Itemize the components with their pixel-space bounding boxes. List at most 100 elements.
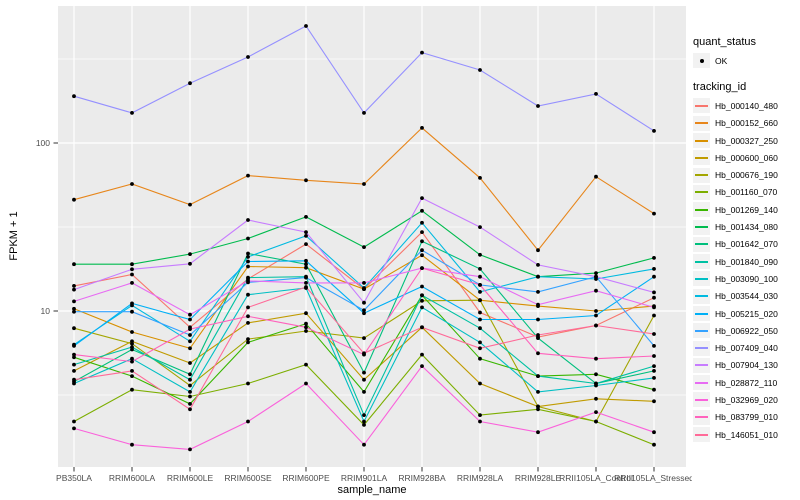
data-point bbox=[652, 295, 656, 300]
data-point bbox=[652, 211, 656, 216]
data-point bbox=[72, 381, 76, 386]
data-point bbox=[72, 299, 76, 304]
x-tick-label: RRIM928LE bbox=[515, 473, 562, 483]
data-point bbox=[130, 387, 134, 392]
data-point bbox=[72, 362, 76, 367]
data-point bbox=[188, 202, 192, 207]
legend-key-box bbox=[693, 271, 710, 287]
legend-key-box bbox=[693, 98, 710, 114]
data-point bbox=[246, 337, 250, 341]
data-point bbox=[478, 381, 482, 386]
data-point bbox=[652, 256, 656, 260]
data-point bbox=[478, 68, 482, 72]
legend-key-box bbox=[693, 427, 710, 443]
legend-tracking-items: Hb_000140_480 Hb_000152_660 Hb_000327_250 H… bbox=[693, 97, 800, 443]
series-points-Hb_007409_040 bbox=[72, 24, 656, 133]
data-point bbox=[130, 309, 134, 314]
line-chart: 10 100 PB350LA RRIM600LA RRIM600LE RRIM600SE R… bbox=[36, 6, 692, 483]
series-points-Hb_146051_010 bbox=[72, 285, 656, 412]
legend-key-line-icon bbox=[695, 174, 708, 177]
data-point bbox=[246, 173, 250, 178]
data-point bbox=[420, 230, 424, 235]
x-tick-label: RRIM600SE bbox=[224, 473, 272, 483]
data-point bbox=[362, 182, 366, 186]
data-point bbox=[130, 111, 134, 115]
legend-item-Hb_000327_250: Hb_000327_250 bbox=[693, 132, 800, 149]
data-point bbox=[652, 442, 656, 447]
legend-item-Hb_000140_480: Hb_000140_480 bbox=[693, 97, 800, 114]
data-point bbox=[652, 354, 656, 358]
data-point bbox=[536, 104, 540, 108]
legend-item-Hb_005215_020: Hb_005215_020 bbox=[693, 305, 800, 322]
data-point bbox=[536, 351, 540, 356]
legend-item-label: Hb_007904_130 bbox=[715, 360, 778, 371]
data-point bbox=[188, 346, 192, 351]
data-point bbox=[420, 325, 424, 330]
legend-key-line-icon bbox=[695, 122, 708, 125]
legend-key-line-icon bbox=[695, 329, 708, 332]
data-point bbox=[246, 251, 250, 256]
data-point bbox=[478, 356, 482, 361]
legend-key-box bbox=[693, 133, 710, 149]
data-point bbox=[188, 261, 192, 266]
legend: quant_status OK tracking_id Hb_000140_48… bbox=[693, 0, 800, 443]
data-point bbox=[420, 50, 424, 55]
x-tick-label: RRIM600PE bbox=[282, 473, 330, 483]
data-point bbox=[304, 265, 308, 270]
data-point bbox=[304, 262, 308, 267]
data-point bbox=[420, 196, 424, 201]
data-point bbox=[188, 81, 192, 86]
data-point bbox=[246, 255, 250, 259]
data-point bbox=[72, 355, 76, 360]
legend-item-Hb_007904_130: Hb_007904_130 bbox=[693, 357, 800, 374]
legend-item-label: Hb_000140_480 bbox=[715, 100, 778, 111]
legend-item-label: Hb_000327_250 bbox=[715, 135, 778, 146]
data-point bbox=[652, 129, 656, 133]
data-point bbox=[188, 339, 192, 344]
x-tick-label: RRIM901LA bbox=[341, 473, 388, 483]
series-points-Hb_032969_020 bbox=[72, 364, 656, 452]
data-point bbox=[246, 236, 250, 241]
series-points-Hb_007904_130 bbox=[72, 196, 656, 305]
data-point bbox=[304, 325, 308, 330]
data-point bbox=[246, 321, 250, 325]
data-point bbox=[362, 336, 366, 340]
legend-item-Hb_000676_190: Hb_000676_190 bbox=[693, 166, 800, 183]
legend-key-box bbox=[693, 202, 710, 218]
y-tick-label: 100 bbox=[36, 138, 50, 148]
data-point bbox=[536, 407, 540, 412]
legend-item-Hb_001840_090: Hb_001840_090 bbox=[693, 253, 800, 270]
data-point bbox=[362, 311, 366, 316]
legend-item-Hb_003544_030: Hb_003544_030 bbox=[693, 288, 800, 305]
data-point bbox=[130, 341, 134, 346]
data-point bbox=[652, 344, 656, 348]
data-point bbox=[188, 394, 192, 399]
data-point bbox=[188, 252, 192, 256]
data-point bbox=[304, 311, 308, 316]
legend-key-line-icon bbox=[695, 347, 708, 350]
data-point bbox=[362, 423, 366, 427]
data-point bbox=[188, 407, 192, 412]
legend-key-box bbox=[693, 219, 710, 235]
data-point bbox=[536, 263, 540, 267]
legend-item-label: Hb_146051_010 bbox=[715, 429, 778, 440]
data-point bbox=[130, 182, 134, 186]
data-point bbox=[130, 374, 134, 378]
legend-key-line-icon bbox=[695, 433, 708, 436]
data-point bbox=[246, 305, 250, 310]
legend-key-line-icon bbox=[695, 381, 708, 384]
y-axis-title: FPKM + 1 bbox=[8, 211, 20, 261]
data-point bbox=[652, 430, 656, 435]
data-point bbox=[130, 281, 134, 285]
data-point bbox=[304, 24, 308, 28]
data-point bbox=[362, 286, 366, 290]
legend-key-box bbox=[693, 184, 710, 200]
data-point bbox=[246, 259, 250, 264]
data-point bbox=[536, 336, 540, 340]
legend-item-Hb_001434_080: Hb_001434_080 bbox=[693, 218, 800, 235]
legend-item-label: Hb_001434_080 bbox=[715, 222, 778, 233]
data-point bbox=[72, 309, 76, 314]
data-point bbox=[362, 300, 366, 305]
data-point bbox=[72, 284, 76, 288]
data-point bbox=[652, 399, 656, 404]
